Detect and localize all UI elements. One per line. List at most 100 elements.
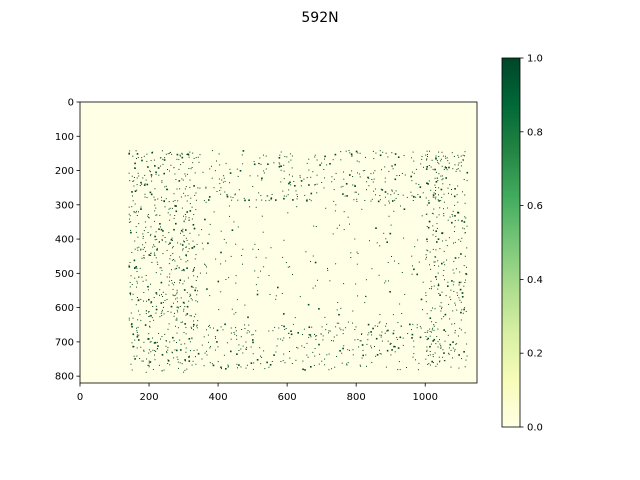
heatmap-point: [443, 213, 445, 215]
heatmap-point: [457, 154, 459, 156]
heatmap-point: [179, 256, 181, 258]
heatmap-point: [425, 258, 427, 260]
heatmap-point: [174, 173, 176, 175]
heatmap-point: [183, 280, 185, 282]
heatmap-point: [371, 179, 373, 180]
heatmap-point: [398, 263, 400, 265]
heatmap-point: [199, 154, 201, 156]
heatmap-point: [131, 175, 133, 177]
colorbar-tick-label: 0.4: [527, 275, 543, 286]
heatmap-point: [148, 311, 150, 313]
heatmap-point: [413, 160, 415, 162]
heatmap-point: [136, 184, 138, 186]
heatmap-point: [172, 288, 174, 290]
heatmap-point: [314, 184, 316, 186]
heatmap-point: [435, 158, 437, 160]
heatmap-point: [453, 281, 455, 283]
heatmap-point: [438, 163, 440, 165]
heatmap-point: [426, 150, 428, 152]
heatmap-point: [372, 327, 374, 330]
heatmap-point: [197, 290, 198, 292]
heatmap-point: [177, 361, 179, 363]
heatmap-point: [178, 367, 179, 369]
heatmap-point: [266, 361, 268, 364]
heatmap-point: [454, 164, 456, 166]
heatmap-point: [454, 350, 455, 352]
heatmap-point: [195, 300, 197, 302]
heatmap-point: [169, 170, 170, 172]
heatmap-point: [316, 183, 318, 185]
heatmap-point: [343, 211, 345, 213]
heatmap-point: [268, 366, 270, 368]
heatmap-point: [453, 290, 455, 292]
heatmap-point: [216, 341, 218, 343]
heatmap-point: [354, 184, 356, 186]
heatmap-point: [379, 150, 381, 152]
heatmap-point: [441, 196, 443, 198]
heatmap-point: [188, 356, 190, 358]
heatmap-point: [461, 358, 463, 360]
heatmap-point: [147, 338, 149, 340]
heatmap-point: [162, 291, 164, 293]
heatmap-point: [354, 329, 356, 330]
heatmap-point: [317, 279, 318, 281]
heatmap-point: [464, 202, 466, 204]
heatmap-point: [374, 170, 376, 172]
heatmap-point: [457, 164, 459, 166]
heatmap-point: [354, 339, 356, 341]
heatmap-point: [458, 335, 459, 337]
heatmap-point: [415, 168, 417, 170]
heatmap-point: [448, 352, 450, 354]
heatmap-point: [175, 325, 176, 327]
heatmap-point: [459, 299, 461, 301]
heatmap-point: [455, 170, 457, 172]
heatmap-point: [192, 240, 194, 242]
heatmap-point: [297, 347, 299, 349]
heatmap-point: [231, 199, 233, 201]
heatmap-point: [411, 157, 412, 159]
heatmap-point: [155, 350, 157, 352]
heatmap-point: [316, 159, 318, 161]
heatmap-point: [155, 171, 157, 174]
heatmap-point: [154, 199, 156, 201]
heatmap-point: [169, 207, 171, 209]
heatmap-point: [415, 196, 417, 198]
heatmap-point: [413, 172, 415, 174]
heatmap-point: [432, 213, 434, 215]
heatmap-point: [366, 365, 367, 367]
heatmap-point: [450, 366, 452, 368]
heatmap-point: [195, 280, 197, 281]
heatmap-point: [375, 152, 377, 154]
heatmap-point: [420, 298, 423, 301]
heatmap-point: [180, 232, 181, 234]
heatmap-point: [266, 195, 268, 197]
heatmap-point: [304, 369, 306, 371]
heatmap-point: [344, 195, 346, 197]
heatmap-point: [148, 366, 150, 368]
y-tick-label: 100: [55, 132, 74, 143]
heatmap-point: [142, 360, 144, 362]
heatmap-point: [454, 257, 457, 259]
heatmap-point: [176, 265, 178, 267]
heatmap-point: [320, 333, 322, 335]
heatmap-point: [205, 187, 207, 189]
heatmap-point: [182, 268, 185, 271]
heatmap-point: [151, 262, 153, 263]
heatmap-point: [201, 358, 203, 360]
heatmap-point: [447, 334, 449, 336]
heatmap-point: [451, 193, 452, 195]
heatmap-point: [367, 176, 369, 179]
heatmap-point: [436, 363, 438, 365]
heatmap-point: [176, 291, 178, 293]
heatmap-point: [440, 158, 442, 160]
heatmap-point: [438, 194, 439, 196]
heatmap-point: [403, 155, 405, 156]
heatmap-point: [280, 361, 282, 362]
heatmap-point: [351, 155, 353, 157]
heatmap-point: [430, 310, 432, 312]
heatmap-point: [450, 349, 452, 351]
heatmap-point: [353, 199, 355, 201]
heatmap-point: [176, 306, 178, 308]
heatmap-point: [458, 162, 460, 164]
heatmap-point: [413, 195, 415, 198]
